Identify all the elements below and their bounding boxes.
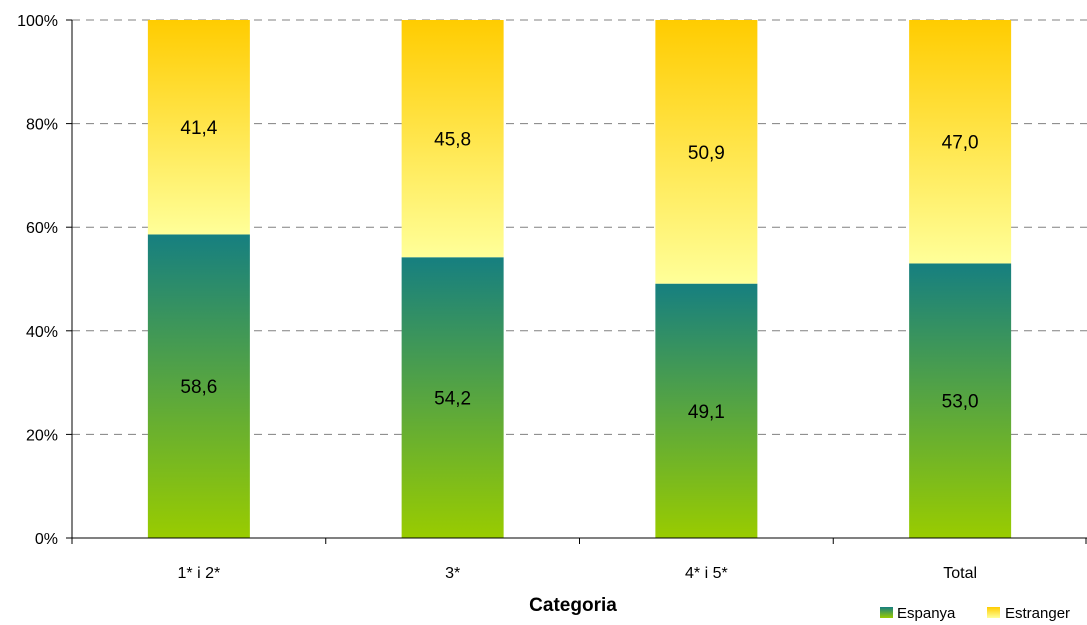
legend: Espanya Estranger — [880, 605, 1070, 622]
bar-estranger-0 — [147, 20, 250, 235]
data-label: 41,4 — [180, 118, 217, 139]
legend-swatch-estranger — [987, 607, 1000, 618]
legend-label-estranger: Estranger — [1005, 605, 1070, 622]
x-tick-label: Total — [943, 565, 977, 582]
legend-swatch-espanya — [880, 607, 893, 618]
data-label: 49,1 — [688, 402, 725, 423]
data-label: 50,9 — [688, 143, 725, 164]
bars — [147, 20, 1012, 538]
y-tick-label: 80% — [26, 117, 58, 134]
bar-espanya-2 — [655, 283, 758, 538]
bar-espanya-3 — [909, 263, 1012, 538]
data-label: 45,8 — [434, 130, 471, 151]
axes — [66, 19, 1087, 544]
y-tick-label: 40% — [26, 324, 58, 341]
y-tick-label: 20% — [26, 427, 58, 444]
y-tick-label: 100% — [17, 13, 58, 30]
labels: 0% 20% 40% 60% 80% 100% 58,6 41,4 1* i 2* 54,2 45,… — [17, 13, 979, 582]
y-tick-label: 0% — [35, 531, 58, 548]
x-tick-label: 1* i 2* — [178, 565, 221, 582]
x-tick-label: 3* — [445, 565, 460, 582]
data-label: 58,6 — [180, 377, 217, 398]
bar-espanya-0 — [147, 234, 250, 538]
bar-estranger-2 — [655, 20, 758, 284]
x-tick-label: 4* i 5* — [685, 565, 728, 582]
x-axis-title: Categoria — [529, 595, 617, 616]
data-label: 47,0 — [942, 133, 979, 154]
data-label: 53,0 — [942, 392, 979, 413]
y-tick-label: 60% — [26, 220, 58, 237]
bar-espanya-1 — [401, 257, 504, 538]
bar-estranger-1 — [401, 20, 504, 258]
bar-estranger-3 — [909, 20, 1012, 264]
data-label: 54,2 — [434, 389, 471, 410]
legend-label-espanya: Espanya — [897, 605, 956, 622]
